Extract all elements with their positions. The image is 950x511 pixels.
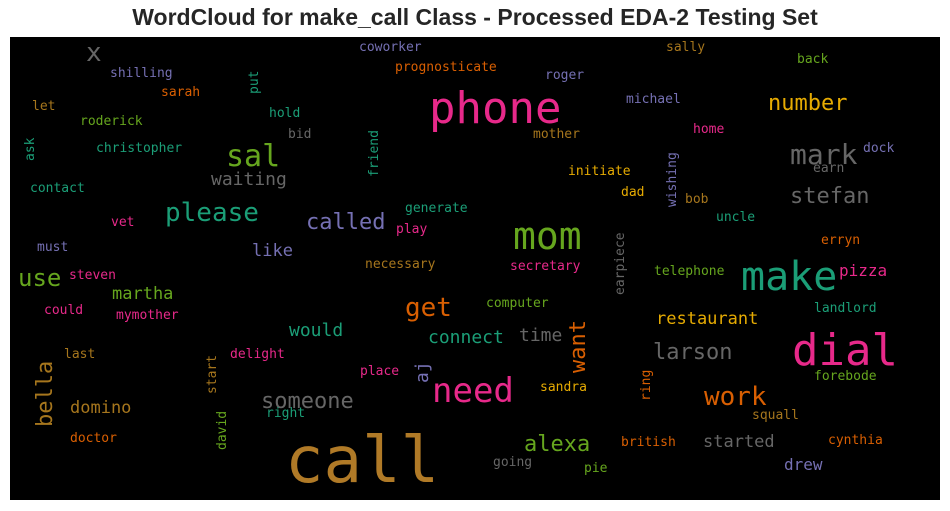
word-dial: dial: [792, 325, 898, 376]
word-christopher: christopher: [96, 141, 183, 156]
word-dock: dock: [863, 141, 895, 156]
word-squall: squall: [752, 408, 799, 423]
word-someone: someone: [261, 389, 354, 414]
word-let: let: [32, 99, 56, 114]
word-michael: michael: [626, 92, 681, 107]
word-home: home: [693, 122, 725, 137]
word-necessary: necessary: [365, 257, 436, 272]
word-mom: mom: [513, 214, 582, 258]
word-hold: hold: [269, 106, 301, 121]
word-stefan: stefan: [790, 184, 870, 209]
word-put: put: [247, 70, 262, 94]
word-make: make: [741, 254, 838, 300]
word-number: number: [768, 91, 848, 116]
word-work: work: [704, 382, 767, 412]
chart-title: WordCloud for make_call Class - Processe…: [132, 4, 818, 30]
word-delight: delight: [230, 347, 285, 362]
word-called: called: [306, 210, 386, 235]
word-initiate: initiate: [568, 164, 631, 179]
word-play: play: [396, 222, 428, 237]
word-mymother: mymother: [116, 308, 179, 323]
word-martha: martha: [112, 284, 174, 304]
word-could: could: [44, 303, 84, 318]
word-coworker: coworker: [359, 40, 422, 55]
word-erryn: erryn: [821, 233, 861, 248]
word-landlord: landlord: [814, 301, 877, 316]
wordcloud-canvas: call phone make dial mom need sal please…: [10, 37, 940, 500]
word-time: time: [519, 325, 563, 346]
word-earn: earn: [813, 161, 845, 176]
word-pie: pie: [584, 461, 608, 476]
word-ring: ring: [639, 369, 654, 401]
word-earpiece: earpiece: [613, 232, 628, 295]
word-restaurant: restaurant: [656, 309, 759, 329]
word-bid: bid: [288, 127, 312, 142]
word-want: want: [566, 320, 591, 373]
word-secretary: secretary: [510, 259, 581, 274]
word-must: must: [37, 240, 69, 255]
word-bob: bob: [685, 192, 709, 207]
word-sarah: sarah: [161, 85, 201, 100]
word-start: start: [205, 354, 220, 394]
word-roger: roger: [545, 68, 585, 83]
word-sal: sal: [226, 139, 281, 174]
word-doctor: doctor: [70, 431, 117, 446]
word-roderick: roderick: [80, 114, 143, 129]
word-wishing: wishing: [665, 152, 680, 207]
word-place: place: [360, 364, 400, 379]
word-call: call: [285, 424, 440, 498]
word-mark: mark: [790, 138, 858, 171]
word-friend: friend: [367, 130, 382, 177]
word-use: use: [18, 264, 62, 292]
word-phone: phone: [429, 83, 562, 134]
word-sandra: sandra: [540, 380, 587, 395]
word-ask: ask: [23, 137, 38, 161]
word-contact: contact: [30, 181, 85, 196]
word-right: right: [266, 406, 306, 421]
word-forebode: forebode: [814, 369, 877, 384]
word-started: started: [703, 432, 775, 452]
word-x: x: [86, 38, 102, 68]
word-back: back: [797, 52, 829, 67]
word-cynthia: cynthia: [828, 433, 883, 448]
word-would: would: [289, 320, 344, 341]
word-prognosticate: prognosticate: [395, 60, 497, 75]
word-larson: larson: [653, 340, 733, 365]
word-mother: mother: [533, 127, 580, 142]
word-like: like: [252, 241, 293, 261]
word-generate: generate: [405, 201, 468, 216]
word-aj: aj: [412, 361, 433, 383]
word-waiting: waiting: [211, 169, 287, 190]
word-pizza: pizza: [839, 261, 888, 280]
word-dad: dad: [621, 185, 645, 200]
word-shilling: shilling: [110, 66, 173, 81]
word-drew: drew: [784, 455, 823, 474]
word-david: david: [215, 410, 230, 450]
word-get: get: [405, 293, 452, 323]
word-connect: connect: [428, 327, 504, 348]
word-vet: vet: [111, 215, 135, 230]
word-british: british: [621, 435, 676, 450]
word-steven: steven: [69, 268, 116, 283]
word-bella: bella: [33, 360, 58, 427]
word-telephone: telephone: [654, 264, 725, 279]
word-computer: computer: [486, 296, 549, 311]
word-alexa: alexa: [524, 432, 591, 457]
word-uncle: uncle: [716, 210, 756, 225]
word-domino: domino: [70, 398, 132, 418]
word-need: need: [432, 371, 514, 411]
word-going: going: [493, 455, 533, 470]
word-sally: sally: [666, 40, 706, 55]
word-last: last: [64, 347, 96, 362]
word-please: please: [165, 198, 259, 228]
